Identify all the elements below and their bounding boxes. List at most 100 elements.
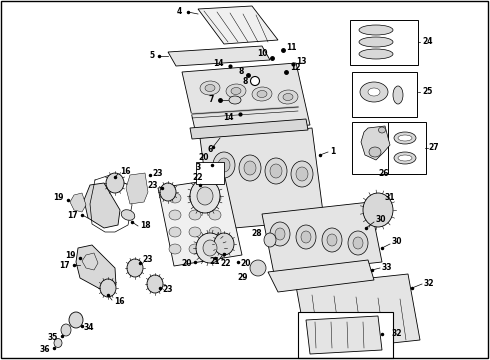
Ellipse shape bbox=[226, 84, 246, 98]
Ellipse shape bbox=[147, 275, 163, 293]
Text: 16: 16 bbox=[120, 167, 130, 176]
Polygon shape bbox=[82, 253, 98, 270]
Text: 16: 16 bbox=[114, 297, 124, 306]
Ellipse shape bbox=[214, 233, 234, 255]
Text: 34: 34 bbox=[84, 324, 95, 333]
Text: 20: 20 bbox=[240, 260, 250, 269]
Ellipse shape bbox=[100, 279, 116, 297]
Text: 33: 33 bbox=[382, 264, 392, 273]
Text: 27: 27 bbox=[428, 144, 439, 153]
Text: 17: 17 bbox=[59, 261, 70, 270]
Ellipse shape bbox=[296, 225, 316, 249]
Text: 19: 19 bbox=[66, 252, 76, 261]
Text: 5: 5 bbox=[150, 51, 155, 60]
Ellipse shape bbox=[327, 234, 337, 246]
Ellipse shape bbox=[61, 324, 71, 336]
Ellipse shape bbox=[398, 155, 412, 161]
Polygon shape bbox=[306, 316, 382, 354]
Text: 32: 32 bbox=[392, 329, 402, 338]
Text: 32: 32 bbox=[424, 279, 435, 288]
Ellipse shape bbox=[190, 179, 220, 213]
Polygon shape bbox=[182, 63, 310, 134]
Ellipse shape bbox=[169, 244, 181, 254]
Ellipse shape bbox=[264, 233, 276, 247]
Ellipse shape bbox=[394, 152, 416, 164]
Ellipse shape bbox=[252, 87, 272, 101]
Bar bbox=[352, 122, 417, 174]
Ellipse shape bbox=[322, 228, 342, 252]
Text: 14: 14 bbox=[223, 113, 234, 122]
Text: 7: 7 bbox=[209, 95, 214, 104]
Polygon shape bbox=[296, 274, 420, 352]
Text: 24: 24 bbox=[422, 37, 433, 46]
Polygon shape bbox=[168, 46, 270, 66]
Text: 29: 29 bbox=[238, 274, 248, 283]
Text: 20: 20 bbox=[198, 153, 209, 162]
Ellipse shape bbox=[127, 259, 143, 277]
Text: 23: 23 bbox=[152, 168, 163, 177]
Ellipse shape bbox=[353, 237, 363, 249]
Text: 18: 18 bbox=[140, 221, 150, 230]
Ellipse shape bbox=[209, 193, 221, 203]
Text: 31: 31 bbox=[385, 194, 395, 202]
Text: 12: 12 bbox=[290, 63, 300, 72]
Ellipse shape bbox=[189, 227, 201, 237]
Ellipse shape bbox=[283, 94, 293, 100]
Ellipse shape bbox=[244, 161, 256, 175]
Text: 10: 10 bbox=[258, 49, 268, 58]
Text: 30: 30 bbox=[376, 216, 387, 225]
Ellipse shape bbox=[296, 167, 308, 181]
Ellipse shape bbox=[270, 164, 282, 178]
Ellipse shape bbox=[278, 90, 298, 104]
Text: 26: 26 bbox=[379, 170, 389, 179]
Polygon shape bbox=[84, 183, 120, 228]
Ellipse shape bbox=[54, 338, 62, 347]
Text: 1: 1 bbox=[330, 148, 335, 157]
Ellipse shape bbox=[69, 312, 83, 328]
Ellipse shape bbox=[229, 96, 241, 104]
Ellipse shape bbox=[203, 240, 217, 256]
Ellipse shape bbox=[398, 135, 412, 141]
Ellipse shape bbox=[378, 127, 386, 133]
Text: 11: 11 bbox=[286, 42, 296, 51]
Ellipse shape bbox=[301, 231, 311, 243]
Bar bbox=[298, 312, 393, 358]
Text: 23: 23 bbox=[142, 256, 152, 265]
Ellipse shape bbox=[359, 49, 393, 59]
Polygon shape bbox=[158, 178, 242, 266]
Ellipse shape bbox=[359, 25, 393, 35]
Ellipse shape bbox=[209, 227, 221, 237]
Ellipse shape bbox=[275, 228, 285, 240]
Ellipse shape bbox=[369, 147, 381, 157]
Ellipse shape bbox=[348, 231, 368, 255]
Text: 13: 13 bbox=[296, 57, 307, 66]
Text: 8: 8 bbox=[239, 67, 244, 76]
Ellipse shape bbox=[189, 193, 201, 203]
Ellipse shape bbox=[196, 233, 224, 263]
Ellipse shape bbox=[160, 183, 176, 201]
Text: 35: 35 bbox=[48, 333, 58, 342]
Ellipse shape bbox=[209, 210, 221, 220]
Ellipse shape bbox=[231, 87, 241, 95]
Ellipse shape bbox=[106, 173, 124, 193]
Polygon shape bbox=[262, 202, 382, 274]
Ellipse shape bbox=[360, 82, 388, 102]
Ellipse shape bbox=[189, 244, 201, 254]
Ellipse shape bbox=[213, 152, 235, 178]
Text: 30: 30 bbox=[392, 238, 402, 247]
Ellipse shape bbox=[250, 77, 260, 85]
Polygon shape bbox=[190, 119, 308, 139]
Polygon shape bbox=[200, 128, 324, 230]
Polygon shape bbox=[126, 173, 148, 204]
Ellipse shape bbox=[368, 88, 380, 96]
Text: 23: 23 bbox=[147, 181, 158, 190]
Text: 3: 3 bbox=[196, 163, 201, 172]
Ellipse shape bbox=[205, 85, 215, 91]
Bar bbox=[352, 72, 417, 117]
Bar bbox=[350, 20, 418, 65]
Text: 20: 20 bbox=[181, 260, 192, 269]
Bar bbox=[196, 162, 224, 184]
Text: 14: 14 bbox=[214, 58, 224, 68]
Ellipse shape bbox=[270, 222, 290, 246]
Ellipse shape bbox=[209, 244, 221, 254]
